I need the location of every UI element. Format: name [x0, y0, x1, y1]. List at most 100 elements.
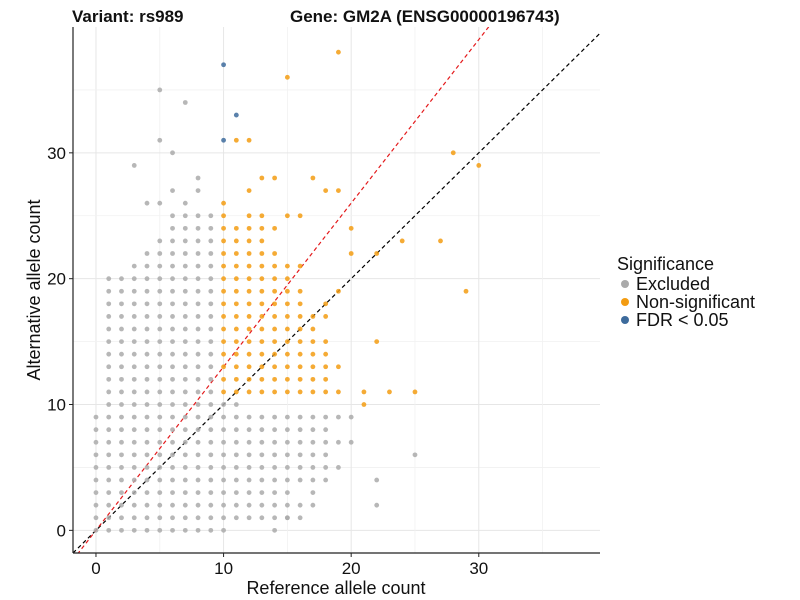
point-excluded: [221, 527, 226, 533]
point-non-significant: [259, 314, 265, 319]
point-excluded: [119, 389, 124, 395]
point-non-significant: [310, 314, 316, 319]
point-excluded: [182, 364, 188, 370]
point-excluded: [208, 238, 214, 244]
point-excluded: [195, 288, 201, 294]
point-excluded: [119, 364, 124, 370]
point-excluded: [195, 427, 201, 433]
point-excluded: [284, 465, 290, 470]
point-non-significant: [259, 326, 265, 332]
point-excluded: [119, 301, 124, 307]
point-excluded: [157, 376, 163, 382]
point-excluded: [182, 301, 188, 307]
point-non-significant: [233, 276, 239, 282]
point-excluded: [208, 339, 214, 344]
point-excluded: [170, 439, 175, 445]
point-excluded: [106, 402, 112, 407]
point-excluded: [144, 364, 150, 370]
point-non-significant: [221, 213, 226, 219]
point-excluded: [170, 452, 175, 458]
point-excluded: [170, 527, 175, 533]
point-excluded: [144, 351, 150, 357]
point-non-significant: [336, 389, 341, 395]
point-excluded: [106, 326, 112, 332]
point-excluded: [157, 502, 163, 508]
point-excluded: [157, 288, 163, 294]
point-excluded: [157, 301, 163, 307]
legend: Significance ExcludedNon-significantFDR …: [617, 254, 755, 330]
point-non-significant: [246, 364, 252, 370]
legend-swatch-excluded: [621, 280, 629, 288]
point-excluded: [106, 389, 112, 395]
point-excluded: [119, 376, 124, 382]
point-excluded: [144, 465, 150, 470]
point-non-significant: [246, 213, 252, 219]
point-excluded: [119, 288, 124, 294]
point-excluded: [144, 326, 150, 332]
point-excluded: [119, 351, 124, 357]
point-non-significant: [259, 288, 265, 294]
point-excluded: [144, 527, 150, 533]
point-excluded: [93, 452, 99, 458]
point-non-significant: [246, 276, 252, 282]
point-excluded: [170, 502, 175, 508]
point-fdr-0-05: [233, 112, 239, 118]
point-non-significant: [221, 339, 226, 344]
point-excluded: [131, 339, 137, 344]
point-excluded: [119, 402, 124, 407]
point-excluded: [208, 465, 214, 470]
point-excluded: [221, 502, 226, 508]
legend-swatch-fdr-0-05: [621, 316, 629, 324]
point-excluded: [195, 490, 201, 495]
point-excluded: [259, 465, 265, 470]
point-excluded: [170, 402, 175, 407]
point-excluded: [93, 490, 99, 495]
point-excluded: [246, 477, 252, 483]
point-excluded: [246, 502, 252, 508]
point-excluded: [144, 490, 150, 495]
point-non-significant: [310, 376, 316, 382]
point-excluded: [208, 389, 214, 395]
point-excluded: [182, 427, 188, 433]
point-non-significant: [233, 364, 239, 370]
point-excluded: [131, 477, 137, 483]
point-excluded: [157, 527, 163, 533]
point-excluded: [170, 276, 175, 282]
point-excluded: [119, 276, 124, 282]
point-excluded: [221, 402, 226, 407]
point-excluded: [131, 452, 137, 458]
point-excluded: [259, 502, 265, 508]
point-excluded: [144, 301, 150, 307]
point-excluded: [131, 288, 137, 294]
point-excluded: [144, 314, 150, 319]
point-non-significant: [272, 301, 278, 307]
point-excluded: [170, 376, 175, 382]
point-excluded: [310, 452, 316, 458]
point-excluded: [157, 200, 163, 206]
point-non-significant: [297, 301, 303, 307]
point-excluded: [233, 414, 239, 420]
point-excluded: [233, 490, 239, 495]
point-excluded: [208, 414, 214, 420]
point-excluded: [221, 490, 226, 495]
y-tick-label: 0: [57, 521, 66, 540]
point-excluded: [195, 402, 201, 407]
point-excluded: [170, 314, 175, 319]
point-excluded: [233, 515, 239, 521]
point-excluded: [157, 326, 163, 332]
x-tick-label: 10: [214, 559, 233, 578]
point-excluded: [144, 502, 150, 508]
point-excluded: [374, 502, 380, 508]
point-excluded: [182, 389, 188, 395]
point-excluded: [119, 339, 124, 344]
point-excluded: [93, 427, 99, 433]
point-excluded: [208, 477, 214, 483]
point-non-significant: [233, 263, 239, 269]
point-excluded: [170, 238, 175, 244]
point-excluded: [131, 163, 137, 168]
point-excluded: [374, 477, 380, 483]
point-non-significant: [272, 175, 278, 181]
point-non-significant: [246, 326, 252, 332]
point-non-significant: [310, 364, 316, 370]
point-non-significant: [336, 188, 341, 193]
